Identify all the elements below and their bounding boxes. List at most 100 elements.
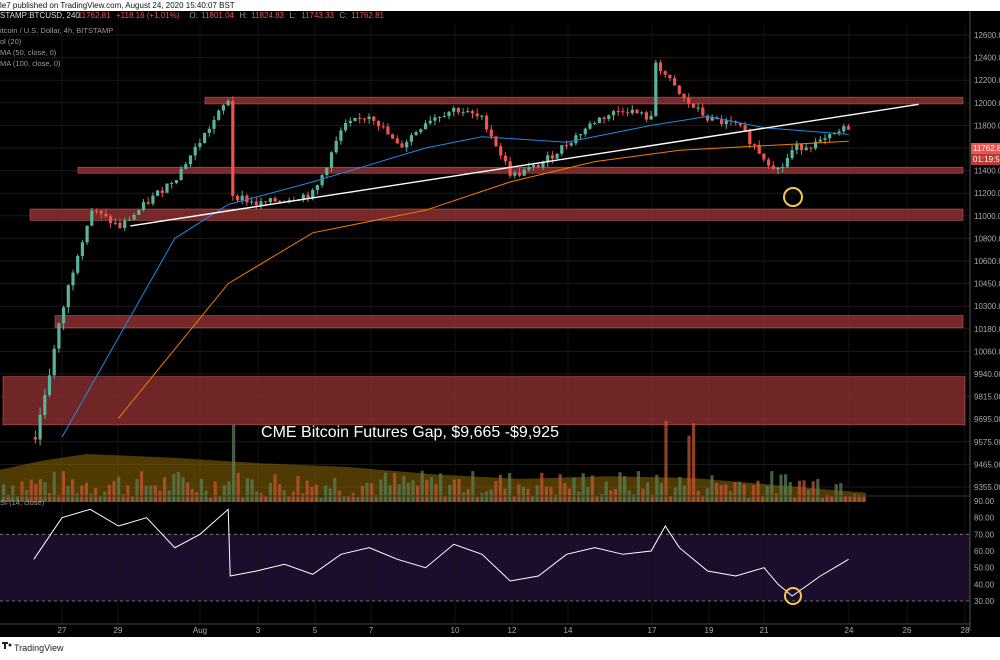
legend-o: 11801.04 <box>201 11 234 20</box>
candle <box>315 185 319 190</box>
volume-bar <box>89 493 93 502</box>
volume-bar <box>176 472 180 502</box>
candle <box>781 166 785 168</box>
volume-bar <box>236 472 240 502</box>
volume-bar <box>480 492 484 502</box>
candle <box>358 117 362 119</box>
chart-svg: CME Bitcoin Futures Gap, $9,665 -$9,925 1… <box>0 11 1000 637</box>
candle <box>546 155 550 163</box>
volume-bar <box>393 473 397 502</box>
volume-bar <box>475 497 479 502</box>
volume-bar <box>738 481 742 502</box>
candle <box>85 225 89 243</box>
volume-bar <box>351 492 355 502</box>
candle <box>127 219 131 221</box>
candle <box>104 213 108 217</box>
candle <box>846 126 851 130</box>
candle <box>250 201 254 203</box>
legend-change: +118.16 (+1.01%) <box>116 11 180 20</box>
volume-bar <box>264 495 268 502</box>
volume-bar <box>227 481 231 502</box>
volume-bar <box>705 488 709 502</box>
candle <box>33 437 37 440</box>
volume-bar <box>209 497 213 502</box>
legend-ind2: MA (50, close, 0) <box>0 48 57 57</box>
candle <box>804 147 808 151</box>
price-tick-label: 10300.00 <box>974 302 1000 311</box>
volume-bar <box>425 479 429 502</box>
candle <box>602 117 606 119</box>
volume-bar <box>655 474 659 502</box>
volume-bar <box>498 474 502 502</box>
candle <box>151 195 155 204</box>
volume-bar <box>862 495 866 502</box>
candle <box>395 138 399 144</box>
volume-bar <box>797 480 801 502</box>
ma50-line <box>61 115 849 438</box>
price-tick-label: 9465.00 <box>974 460 1000 469</box>
volume-bar <box>719 485 723 502</box>
volume-bar <box>756 480 760 502</box>
volume-bar <box>255 491 259 502</box>
volume-bar <box>816 478 820 502</box>
candle <box>513 172 517 176</box>
candle <box>527 167 531 170</box>
time-tick-label: 10 <box>451 626 460 635</box>
highlight-circle <box>783 187 803 207</box>
candle <box>532 164 536 168</box>
candle <box>381 126 385 128</box>
candle <box>705 115 710 121</box>
price-tick-label: 9815.00 <box>974 393 1000 402</box>
volume-bar <box>724 484 728 502</box>
candle <box>579 134 583 136</box>
price-badge-value: 11762.8 <box>973 144 1000 153</box>
support-zone <box>2 376 966 426</box>
rsi-tick-label: 60.00 <box>974 547 995 556</box>
candle <box>677 85 681 94</box>
volume-bar <box>2 484 6 502</box>
time-tick-label: 5 <box>313 626 318 635</box>
volume-bar <box>843 495 847 502</box>
volume-bar <box>429 476 433 502</box>
volume-bar <box>733 482 737 502</box>
price-tick-label: 12600.00 <box>974 31 1000 40</box>
candle <box>57 323 61 349</box>
volume-bar <box>669 495 673 502</box>
volume-bar <box>305 480 309 502</box>
volume-bar <box>84 482 88 502</box>
price-tick-label: 10180.00 <box>974 325 1000 334</box>
volume-bar <box>765 485 769 502</box>
candle <box>767 159 771 166</box>
volume-bar <box>563 482 567 502</box>
volume-bar <box>388 485 392 502</box>
candle <box>391 134 395 139</box>
volume-bar <box>190 488 194 502</box>
candle <box>682 93 686 99</box>
volume-bar <box>646 482 650 502</box>
price-tick-label: 11000.00 <box>974 212 1000 221</box>
volume-bar <box>636 471 640 502</box>
candle <box>616 111 620 113</box>
volume-bar <box>618 472 622 502</box>
volume-bar <box>457 479 461 502</box>
volume-bar <box>531 496 535 502</box>
volume-bar <box>61 471 65 502</box>
volume-bar <box>774 493 778 502</box>
volume-bar <box>75 493 79 502</box>
volume-bar <box>310 486 314 502</box>
rsi-tick-label: 30.00 <box>974 597 995 606</box>
candle <box>654 62 658 116</box>
legend-ind3: MA (100, close, 0) <box>0 59 61 68</box>
volume-bar <box>558 474 562 502</box>
candle <box>644 112 648 120</box>
price-badge-countdown: 01:19:5 <box>973 155 1000 164</box>
candle <box>818 139 822 142</box>
volume-bar <box>728 491 732 502</box>
legend-symbol: STAMP:BTCUSD, 240 <box>0 11 80 20</box>
volume-bar <box>673 487 677 502</box>
candle <box>409 135 413 142</box>
volume-bar <box>682 485 686 502</box>
volume-bar <box>360 485 364 502</box>
legend-l: 11743.33 <box>301 11 334 20</box>
volume-bar <box>383 472 387 502</box>
